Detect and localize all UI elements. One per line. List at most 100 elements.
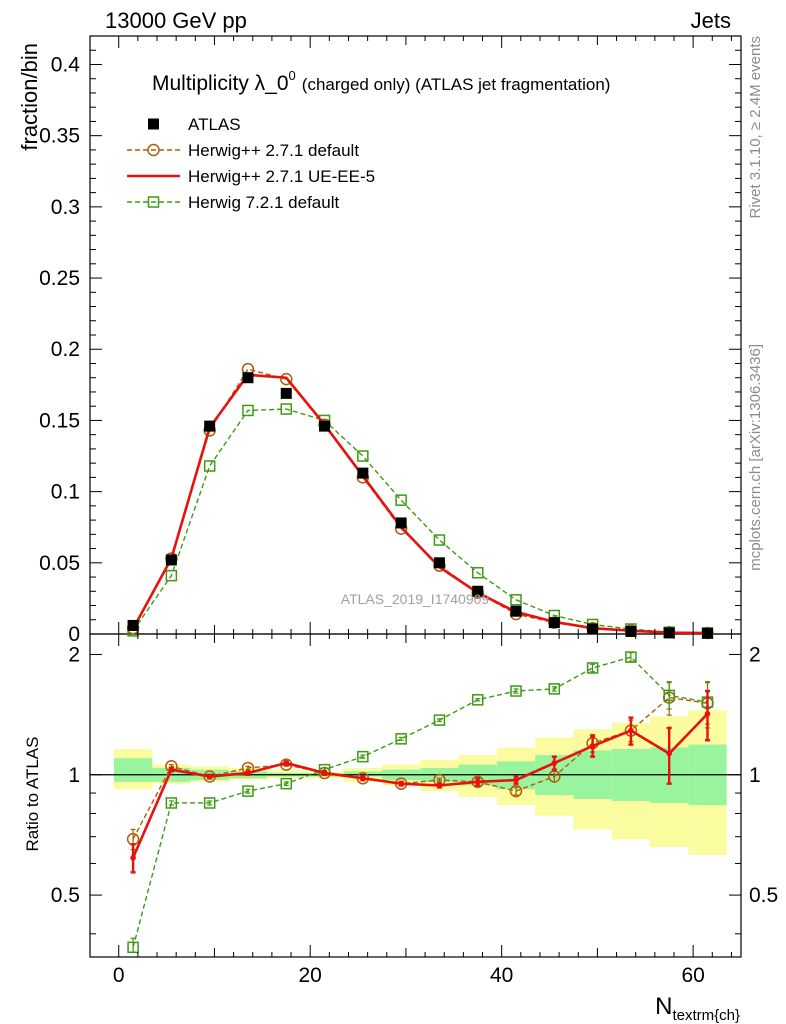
main-point-atlas xyxy=(165,554,177,566)
axes: 0 20 40 60 0 0.05 0.1 0.15 0.2 0.25 0.3 0.35 0.4 0.5 0… xyxy=(39,35,778,987)
legend-label: Herwig 7.2.1 default xyxy=(188,193,339,212)
y-tick-label: 0.3 xyxy=(51,196,80,219)
ratio-point-herwig-7-2-1-default xyxy=(242,785,254,797)
header-left: 13000 GeV pp xyxy=(105,8,247,33)
ratio-point-herwig-2-7-1-ue-ee-5 xyxy=(474,779,481,785)
legend-label: Herwig++ 2.7.1 default xyxy=(188,141,359,160)
stat-band-bin xyxy=(113,758,153,782)
main-point-herwig-2-7-1-default xyxy=(280,372,293,386)
x-tick-label: 0 xyxy=(113,964,125,987)
legend-label: ATLAS xyxy=(188,115,241,134)
main-point-atlas xyxy=(433,557,445,569)
ratio-point-herwig-7-2-1-default xyxy=(663,689,675,702)
legend-marker xyxy=(147,143,160,157)
ratio-line-herwig-7-2-1-default xyxy=(132,656,708,948)
legend-entry-herwig-7-2-1-default: Herwig 7.2.1 default xyxy=(127,193,339,212)
ratio-point-herwig-7-2-1-default xyxy=(357,750,369,763)
main-point-herwig-7-2-1-default xyxy=(395,494,407,506)
main-point-atlas xyxy=(242,372,254,384)
ratio-y-tick-label: 1 xyxy=(68,764,80,787)
ratio-point-herwig-7-2-1-default xyxy=(586,662,599,674)
ratio-point-herwig-2-7-1-ue-ee-5 xyxy=(206,773,213,780)
x-axis-label: Ntextrm{ch} xyxy=(655,993,740,1024)
ratio-line-herwig-2-7-1-ue-ee-5 xyxy=(131,712,709,859)
legend: ATLAS Herwig++ 2.7.1 default Herwig++ 2.7.… xyxy=(127,115,375,212)
main-point-herwig-7-2-1-default xyxy=(433,534,446,546)
y-tick-label: 0 xyxy=(68,623,80,646)
main-point-atlas xyxy=(548,617,560,629)
ratio-point-herwig-7-2-1-default xyxy=(165,797,178,809)
legend-label: Herwig++ 2.7.1 UE-EE-5 xyxy=(188,167,375,186)
main-point-herwig-7-2-1-default xyxy=(203,460,216,472)
ratio-point-herwig-2-7-1-ue-ee-5 xyxy=(628,727,634,734)
ratio-point-herwig-2-7-1-ue-ee-5 xyxy=(704,711,711,717)
y-tick-label: 0.25 xyxy=(39,267,80,290)
main-series-atlas xyxy=(127,372,713,639)
main-point-atlas xyxy=(701,627,713,639)
ratio-point-herwig-7-2-1-default xyxy=(433,714,446,726)
main-point-herwig-7-2-1-default xyxy=(280,403,293,415)
main-point-atlas xyxy=(319,420,331,432)
y-tick-label: 0.05 xyxy=(39,552,80,575)
ratio-point-herwig-2-7-1-default xyxy=(509,784,523,798)
main-point-herwig-7-2-1-default xyxy=(357,450,369,462)
main-point-atlas xyxy=(663,627,675,639)
ratio-point-herwig-2-7-1-ue-ee-5 xyxy=(283,760,290,766)
y-tick-label: 0.15 xyxy=(39,409,80,432)
ratio-point-herwig-2-7-1-ue-ee-5 xyxy=(666,750,672,757)
main-point-herwig-7-2-1-default xyxy=(242,404,254,417)
stat-band-bin xyxy=(343,771,382,777)
ratio-point-herwig-2-7-1-default xyxy=(548,770,561,783)
ratio-point-herwig-7-2-1-default xyxy=(203,797,216,809)
legend-entry-herwig-2-7-1-default: Herwig++ 2.7.1 default xyxy=(127,141,359,160)
y-tick-label: 0.35 xyxy=(39,125,80,148)
ratio-line-herwig-2-7-1-default xyxy=(132,696,708,840)
ratio-series-herwig-2-7-1-ue-ee-5 xyxy=(130,689,711,874)
main-point-atlas xyxy=(587,623,599,635)
chart-title: Multiplicity λ_00 (charged only) (ATLAS j… xyxy=(152,68,610,95)
ratio-point-herwig-7-2-1-default xyxy=(127,941,139,954)
ratio-y-tick-label: 2 xyxy=(68,643,80,666)
header-right: Jets xyxy=(691,8,731,33)
ratio-y-tick-label: 0.5 xyxy=(51,884,80,907)
ratio-point-herwig-7-2-1-default xyxy=(548,683,561,695)
ratio-point-herwig-2-7-1-ue-ee-5 xyxy=(360,775,366,782)
y-tick-label: 0.4 xyxy=(51,53,81,76)
x-tick-label: 60 xyxy=(681,964,704,987)
ratio-point-herwig-7-2-1-default xyxy=(395,733,407,745)
side-label-mcplots: mcplots.cern.ch [arXiv:1306.3436] xyxy=(747,344,764,571)
ratio-ylabel: Ratio to ATLAS xyxy=(23,737,42,852)
main-point-herwig-7-2-1-default xyxy=(510,594,522,606)
ratio-point-herwig-2-7-1-ue-ee-5 xyxy=(398,780,404,787)
ratio-point-herwig-2-7-1-ue-ee-5 xyxy=(168,766,175,773)
main-ylabel: fraction/bin xyxy=(17,43,42,151)
ratio-point-herwig-7-2-1-default xyxy=(471,694,484,706)
ratio-point-herwig-7-2-1-default xyxy=(510,685,522,697)
ratio-point-herwig-2-7-1-ue-ee-5 xyxy=(513,777,519,783)
main-line-herwig-2-7-1-ue-ee-5 xyxy=(131,373,708,635)
ratio-point-herwig-2-7-1-ue-ee-5 xyxy=(436,782,443,789)
main-point-atlas xyxy=(280,387,292,399)
ratio-point-herwig-2-7-1-ue-ee-5 xyxy=(551,760,558,766)
main-point-atlas xyxy=(510,605,522,617)
x-tick-label: 20 xyxy=(299,964,322,987)
main-line-herwig-7-2-1-default xyxy=(132,408,708,634)
main-point-atlas xyxy=(472,585,484,597)
ratio-point-herwig-2-7-1-ue-ee-5 xyxy=(321,770,328,776)
y-tick-label: 0.1 xyxy=(51,481,80,504)
x-tick-label: 40 xyxy=(490,964,513,987)
ratio-y-tick-label-right: 2 xyxy=(749,643,761,666)
ratio-plot-frame xyxy=(89,633,742,958)
ratio-point-herwig-2-7-1-ue-ee-5 xyxy=(589,743,596,749)
main-point-herwig-7-2-1-default xyxy=(471,567,484,579)
ratio-point-herwig-2-7-1-ue-ee-5 xyxy=(130,854,136,861)
legend-marker xyxy=(147,196,160,208)
watermark: ATLAS_2019_I1740909 xyxy=(341,591,490,607)
main-series-herwig-2-7-1-ue-ee-5 xyxy=(131,373,708,635)
ratio-point-herwig-7-2-1-default xyxy=(280,777,293,790)
main-point-atlas xyxy=(127,619,139,631)
data-series xyxy=(126,362,714,954)
main-point-atlas xyxy=(204,420,216,432)
ratio-y-tick-label-right: 0.5 xyxy=(749,884,778,907)
